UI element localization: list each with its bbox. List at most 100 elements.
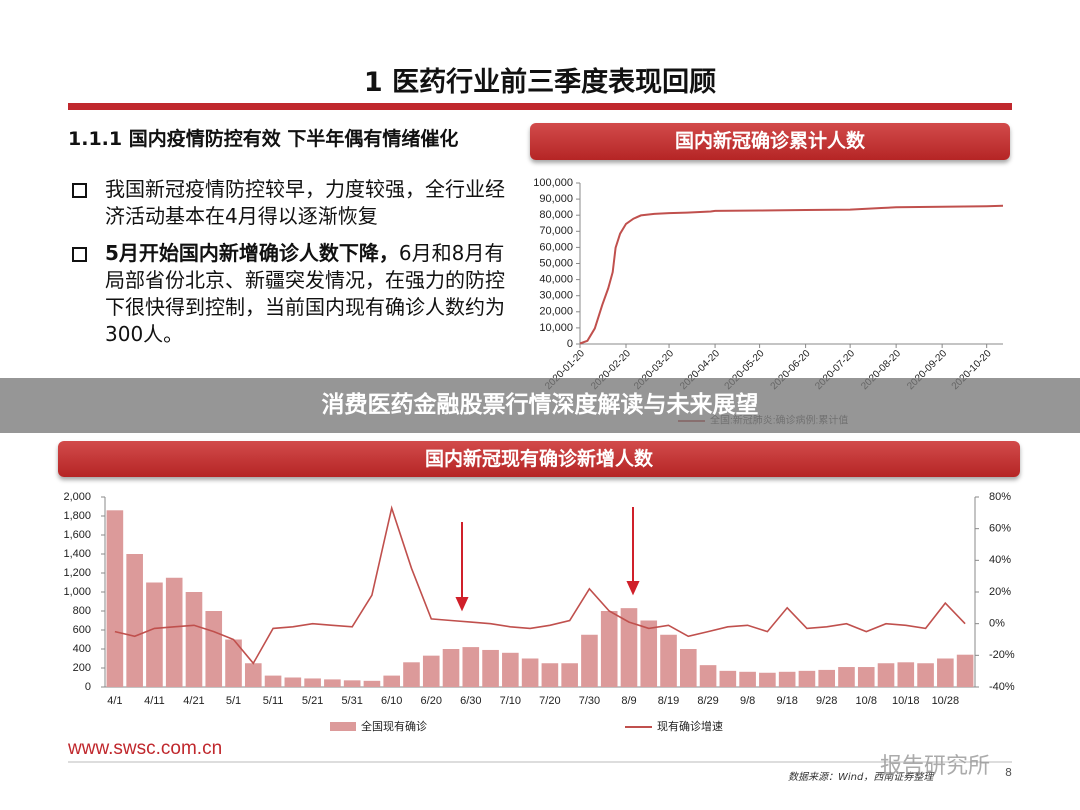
x-tick-label: 9/28 [816, 695, 837, 707]
bar [877, 663, 895, 687]
y-tick-label: 20,000 [539, 306, 573, 318]
chart-title: 国内新冠确诊累计人数 [530, 123, 1010, 160]
x-tick-label: 6/20 [421, 695, 442, 707]
y-tick-label: 1,200 [63, 567, 91, 579]
page-number: 8 [1005, 766, 1012, 779]
x-tick-label: 4/11 [144, 695, 165, 707]
bar [739, 671, 756, 687]
bar [462, 647, 480, 687]
x-tick-label: 5/31 [341, 695, 362, 707]
x-tick-label: 4/21 [183, 695, 204, 707]
bar [403, 662, 420, 687]
bar [600, 611, 618, 687]
bar [205, 611, 223, 687]
y2-tick-label: 20% [989, 586, 1011, 598]
x-tick-label: 10/18 [892, 695, 920, 707]
bar [917, 663, 934, 687]
y2-tick-label: 60% [989, 523, 1011, 535]
y-tick-label: 10,000 [539, 322, 573, 334]
bar [679, 649, 697, 687]
bar [244, 663, 262, 687]
y-tick-label: 200 [73, 662, 91, 674]
bar [798, 670, 816, 687]
y-tick-label: 600 [73, 624, 91, 636]
x-tick-label: 6/30 [460, 695, 481, 707]
x-tick-label: 9/18 [776, 695, 797, 707]
website: www.swsc.com.cn [68, 738, 223, 759]
bar [146, 582, 163, 687]
x-tick-label: 8/29 [697, 695, 718, 707]
bar [620, 608, 638, 687]
overlay-banner: 消费医药金融股票行情深度解读与未来展望 [0, 378, 1080, 433]
bar [126, 554, 143, 687]
y2-tick-label: 40% [989, 554, 1011, 566]
bullet: 我国新冠疫情防控较早，力度较强，全行业经济活动基本在4月得以逐渐恢复 [72, 176, 510, 230]
bullet-box [72, 247, 87, 262]
bar [422, 655, 440, 687]
bar [324, 679, 341, 687]
source: 数据来源：Wind，西南证券整理 [788, 772, 934, 783]
legend-label: 现有确诊增速 [657, 719, 723, 733]
bar [857, 667, 875, 687]
bar [541, 663, 559, 687]
y-tick-label: 70,000 [539, 225, 573, 237]
bar [304, 678, 321, 687]
bullet: 5月开始国内新增确诊人数下降，6月和8月有局部省份北京、新疆突发情况，在强力的防… [72, 240, 510, 348]
bullet-text: 我国新冠疫情防控较早，力度较强，全行业经济活动基本在4月得以逐渐恢复 [105, 177, 505, 228]
y-tick-label: 1,000 [63, 586, 91, 598]
y-tick-label: 50,000 [539, 257, 573, 269]
y-tick-label: 1,600 [63, 529, 91, 541]
bar [561, 663, 578, 687]
bar [165, 577, 183, 687]
x-tick-label: 5/11 [263, 695, 284, 707]
chart-title: 国内新冠现有确诊新增人数 [58, 441, 1020, 477]
y-tick-label: 80,000 [539, 209, 573, 221]
arrow-head [455, 597, 469, 612]
x-tick-label: 8/9 [621, 695, 636, 707]
y2-tick-label: -40% [989, 681, 1015, 693]
bar [719, 670, 737, 687]
bar [818, 669, 836, 687]
bar [581, 634, 598, 687]
bar [284, 677, 302, 687]
y-tick-label: 90,000 [539, 193, 573, 205]
bar [521, 658, 539, 687]
bullet-text: 6月和8月有局部省份北京、新疆突发情况，在强力的防控下很快得到控制，当前国内现有… [105, 241, 505, 346]
title-rule [68, 103, 1012, 110]
bar [897, 662, 915, 687]
y2-tick-label: 0% [989, 618, 1005, 630]
bar [937, 658, 954, 687]
bar [482, 649, 499, 687]
bar [383, 675, 401, 687]
bar [363, 680, 381, 687]
bar [343, 680, 361, 687]
y-tick-label: 0 [567, 338, 573, 350]
x-tick-label: 10/8 [856, 695, 877, 707]
y-tick-label: 400 [73, 643, 91, 655]
watermark: 报告研究所 [880, 754, 991, 779]
y-tick-label: 800 [73, 605, 91, 617]
x-tick-label: 7/20 [539, 695, 560, 707]
legend-label: 全国现有确诊 [361, 719, 427, 733]
y-tick-label: 60,000 [539, 241, 573, 253]
bar [699, 665, 717, 687]
x-tick-label: 10/28 [932, 695, 960, 707]
arrows [455, 507, 640, 612]
x-tick-label: 8/19 [658, 695, 679, 707]
legend-swatch [330, 722, 356, 731]
y-tick-label: 40,000 [539, 274, 573, 286]
subtitle: 1.1.1 国内疫情防控有效 下半年偶有情绪催化 [68, 128, 459, 150]
y-tick-label: 0 [85, 681, 91, 693]
bar [778, 671, 796, 687]
y-tick-label: 100,000 [533, 177, 573, 189]
x-tick-label: 7/10 [500, 695, 521, 707]
y-tick-label: 1,800 [63, 510, 91, 522]
y2-tick-label: 80% [989, 491, 1011, 503]
arrow-head [626, 581, 640, 596]
bar [442, 649, 460, 687]
line [114, 505, 966, 665]
y2-tick-label: -20% [989, 649, 1015, 661]
bar [838, 667, 855, 687]
